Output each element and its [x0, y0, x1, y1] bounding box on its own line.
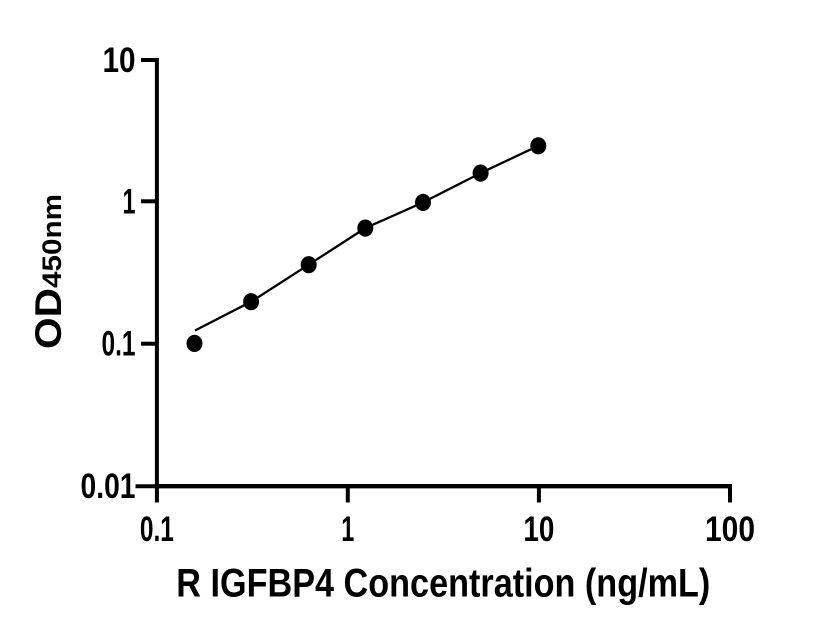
svg-text:0.1: 0.1 [140, 510, 174, 549]
svg-text:1: 1 [341, 510, 354, 549]
svg-text:10: 10 [103, 41, 136, 80]
svg-text:R IGFBP4 Concentration (ng/mL): R IGFBP4 Concentration (ng/mL) [176, 562, 710, 606]
svg-text:10: 10 [523, 510, 554, 549]
svg-text:0.01: 0.01 [81, 467, 136, 506]
svg-text:0.1: 0.1 [102, 325, 136, 364]
svg-text:100: 100 [705, 510, 755, 549]
svg-text:1: 1 [123, 182, 136, 221]
